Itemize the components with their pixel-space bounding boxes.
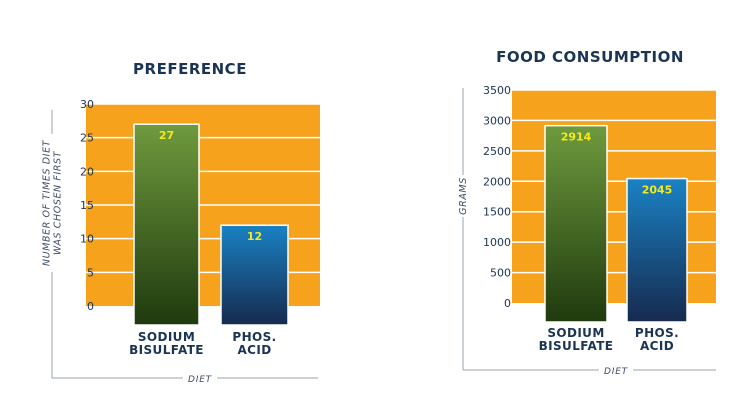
x-category-label: SODIUM [138,330,195,344]
bar [133,123,200,326]
y-tick-label: 10 [80,233,94,246]
food-consumption-chart: 0 500 1000 1500 2000 2500 3000 3500 2914 SODIUMBI… [454,48,716,377]
y-tick-label: 2500 [483,145,511,158]
bar-value-label: 27 [159,129,174,142]
y-tick-label: 5 [87,266,94,279]
x-axis-label: DIET [188,375,213,385]
y-tick-label: 25 [80,132,94,145]
x-category-label: PHOS. [232,330,276,344]
y-tick-label: 1500 [483,206,511,219]
bar [220,224,289,326]
y-tick-label: 15 [80,199,94,212]
bar-value-label: 2914 [561,131,592,144]
chart-title: FOOD CONSUMPTION [496,48,684,66]
y-axis-label: WAS CHOSEN FIRST [53,150,64,255]
y-tick-label: 20 [80,165,94,178]
bar [626,177,688,323]
x-axis-label-gap [183,373,217,385]
y-axis-label-gap [38,134,66,272]
bar [544,124,608,323]
x-category-label: PHOS. [635,326,679,340]
y-tick-label: 2000 [483,175,511,188]
x-category-label: ACID [237,343,271,357]
y-tick-label: 30 [80,98,94,111]
y-tick-label: 1000 [483,236,511,249]
x-category-label: SODIUM [547,326,604,340]
y-tick-label: 500 [490,267,511,280]
y-axis-label-gap [454,175,472,217]
y-axis-label: GRAMS [458,177,469,215]
y-tick-label: 0 [504,297,511,310]
x-category-label: ACID [640,339,674,353]
y-tick-label: 3500 [483,84,511,97]
chart-title: PREFERENCE [133,60,247,78]
bar-value-label: 12 [247,230,262,243]
x-axis-label-gap [599,365,633,377]
y-tick-label: 0 [87,300,94,313]
bar-value-label: 2045 [642,184,673,197]
y-axis-label: NUMBER OF TIMES DIET [42,139,53,266]
x-category-label: BISULFATE [539,339,614,353]
x-category-label: BISULFATE [129,343,204,357]
x-axis-label: DIET [604,367,629,377]
y-tick-label: 3000 [483,114,511,127]
